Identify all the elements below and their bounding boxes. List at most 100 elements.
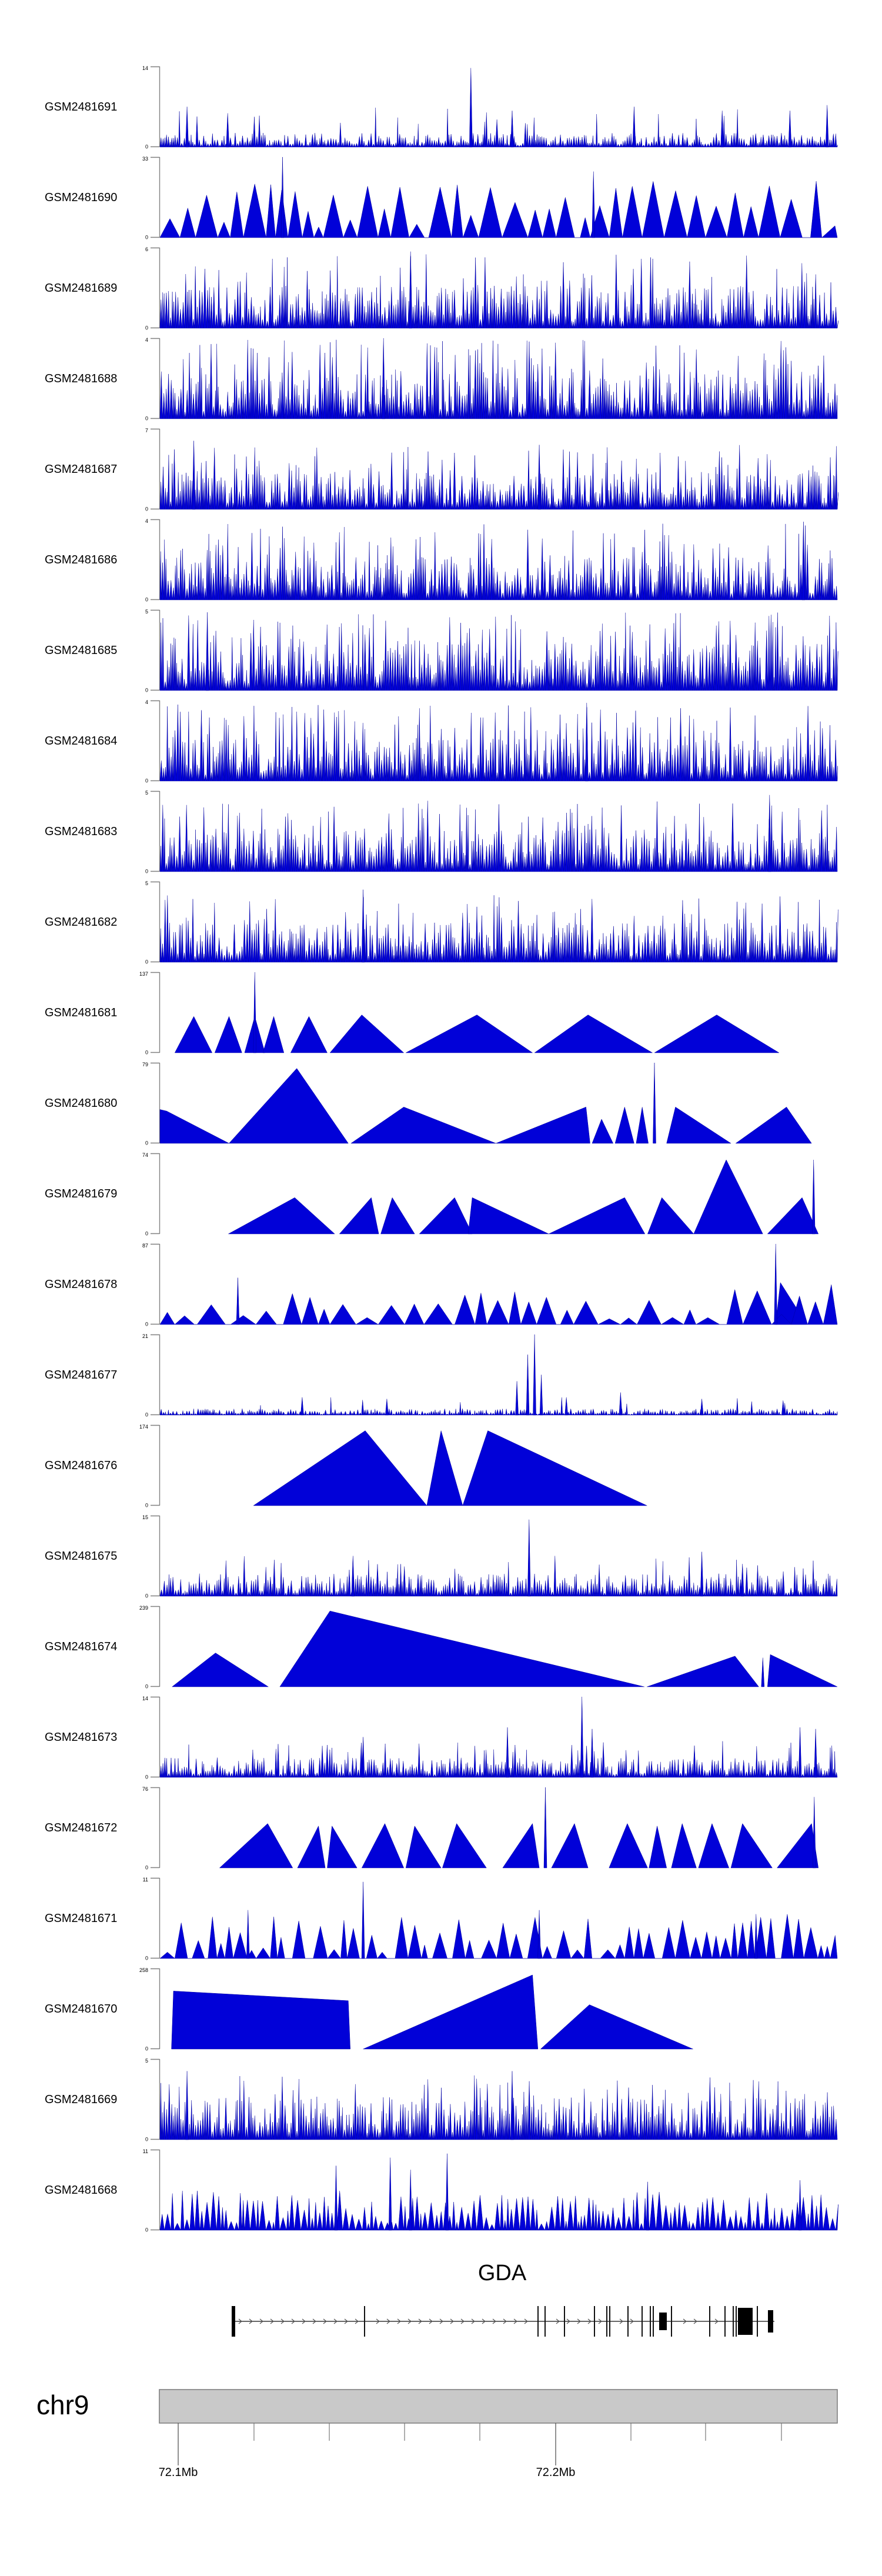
- track-plot: 14 0: [142, 65, 838, 149]
- track-label: GSM2481673: [45, 1731, 118, 1744]
- track-label: GSM2481670: [45, 2003, 118, 2016]
- strand-arrow-icon: [503, 2318, 507, 2324]
- track-ymax-label: 15: [142, 1514, 148, 1520]
- track-ymin-label: 0: [145, 596, 148, 602]
- track-ymin-label: 0: [145, 868, 148, 874]
- track-signal: [159, 1062, 812, 1144]
- track-signal: [171, 1610, 838, 1687]
- track-signal: [159, 1334, 838, 1416]
- track-signal: [159, 1243, 838, 1325]
- chromosome-ruler: [159, 2389, 838, 2465]
- track-ymin-label: 0: [145, 687, 148, 693]
- strand-arrow-icon: [397, 2318, 401, 2324]
- strand-arrow-icon: [524, 2318, 528, 2324]
- strand-arrow-icon: [450, 2318, 454, 2324]
- strand-arrow-icon: [619, 2318, 623, 2324]
- strand-arrow-icon: [270, 2318, 274, 2324]
- track-label: GSM2481677: [45, 1369, 118, 1382]
- track-ymax-label: 7: [145, 428, 148, 433]
- strand-arrow-icon: [598, 2318, 602, 2324]
- track-signal: [159, 1881, 838, 1959]
- track-label: GSM2481691: [45, 101, 118, 114]
- track-plot: 40: [145, 337, 838, 421]
- track-label: GSM2481690: [45, 191, 118, 204]
- exon-box: [659, 2313, 667, 2330]
- track-signal: [159, 795, 838, 872]
- track-label: GSM2481685: [45, 644, 118, 657]
- track-ymax-label: 6: [145, 246, 148, 252]
- track-ymin-label: 0: [145, 2046, 148, 2051]
- track-ymax-label: 174: [139, 1424, 148, 1430]
- strand-arrow-icon: [492, 2318, 496, 2324]
- strand-arrow-icon: [587, 2318, 592, 2324]
- track-plot: 11 0: [143, 1877, 838, 1961]
- track-signal: [159, 522, 838, 600]
- track-signal: [159, 338, 838, 419]
- chromosome-label: chr9: [36, 2390, 89, 2420]
- track-signal: [219, 1787, 818, 1868]
- strand-arrow-icon: [556, 2318, 560, 2324]
- track-plot: 76 0: [142, 1786, 818, 1870]
- track-signal: [159, 1696, 838, 1778]
- track-ymin-label: 0: [145, 2227, 148, 2233]
- track-plot: 40: [145, 518, 838, 602]
- track-plot: 258 0: [139, 1967, 693, 2051]
- track-plot: 50: [145, 2058, 838, 2142]
- track-signal: [159, 2071, 838, 2140]
- track-label: GSM2481672: [45, 1821, 118, 1834]
- exon-box: [232, 2306, 235, 2337]
- ruler-major-label: 72.2Mb: [536, 2466, 576, 2479]
- strand-arrow-icon: [693, 2318, 697, 2324]
- track-ymin-label: 0: [145, 959, 148, 965]
- track-ymax-label: 33: [142, 156, 148, 162]
- exon-box: [738, 2308, 753, 2335]
- ideogram-bar: [159, 2389, 838, 2424]
- track-plot: 87 0: [142, 1243, 838, 1327]
- track-label: GSM2481671: [45, 1912, 118, 1925]
- track-signal: [159, 68, 838, 148]
- track-ymin-label: 0: [145, 506, 148, 512]
- track-plot: 21 0: [142, 1333, 838, 1417]
- track-plot: 137 0: [139, 971, 780, 1055]
- track-ymax-label: 14: [142, 65, 148, 71]
- track-ymin-label: 0: [145, 1955, 148, 1961]
- strand-arrow-icon: [429, 2318, 433, 2324]
- track-signal: [159, 2153, 838, 2231]
- track-label: GSM2481686: [45, 553, 118, 566]
- track-ymin-label: 0: [145, 1140, 148, 1146]
- strand-arrow-icon: [376, 2318, 380, 2324]
- track-label: GSM2481679: [45, 1187, 118, 1200]
- track-signal: [159, 1519, 838, 1597]
- track-signal: [159, 251, 839, 329]
- track-signal: [171, 1974, 693, 2050]
- track-plot: 79 0: [142, 1062, 812, 1146]
- track-signal: [228, 1159, 819, 1234]
- strand-arrow-icon: [259, 2318, 263, 2324]
- track-ymin-label: 0: [145, 1683, 148, 1689]
- track-label: GSM2481684: [45, 735, 118, 748]
- strand-arrow-icon: [291, 2318, 295, 2324]
- track-label: GSM2481682: [45, 916, 118, 929]
- track-ymax-label: 4: [145, 699, 148, 705]
- strand-arrow-icon: [280, 2318, 285, 2324]
- track-ymax-label: 4: [145, 337, 148, 343]
- track-ymax-label: 21: [142, 1333, 148, 1339]
- strand-arrow-icon: [577, 2318, 581, 2324]
- strand-arrow-icon: [714, 2318, 719, 2324]
- strand-arrow-icon: [683, 2318, 687, 2324]
- track-plot: 239 0: [139, 1605, 838, 1689]
- gene-model-track: [232, 2306, 774, 2337]
- track-ymax-label: 5: [145, 609, 148, 615]
- strand-arrow-icon: [302, 2318, 306, 2324]
- track-ymin-label: 0: [145, 325, 148, 331]
- track-ymax-label: 87: [142, 1243, 148, 1249]
- track-label: GSM2481678: [45, 1278, 118, 1291]
- track-ymax-label: 5: [145, 2058, 148, 2064]
- track-ymin-label: 0: [145, 1774, 148, 1780]
- strand-arrow-icon: [386, 2318, 390, 2324]
- ruler-major-label: 72.1Mb: [158, 2466, 198, 2479]
- strand-arrow-icon: [630, 2318, 634, 2324]
- strand-arrow-icon: [482, 2318, 486, 2324]
- track-ymax-label: 74: [142, 1152, 148, 1158]
